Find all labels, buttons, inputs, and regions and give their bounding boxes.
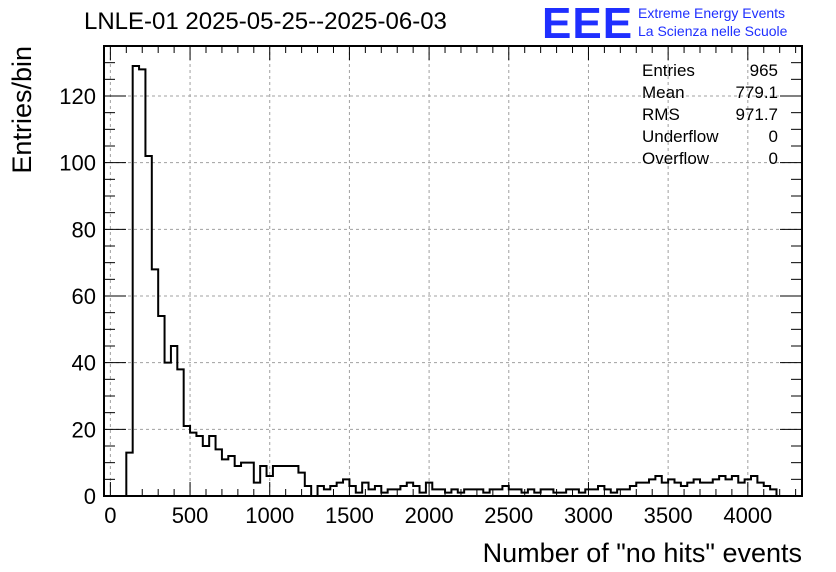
stats-row-entries: Entries 965 [642, 60, 778, 82]
stats-value: 971.7 [735, 105, 778, 124]
stats-box: Entries 965 Mean 779.1 RMS 971.7 Underfl… [642, 60, 778, 170]
logo-caption-line2: La Scienza nelle Scuole [638, 23, 788, 39]
stats-label: RMS [642, 105, 680, 124]
stats-label: Mean [642, 83, 685, 102]
y-tick-label: 80 [72, 217, 96, 242]
logo-caption: Extreme Energy Events La Scienza nelle S… [638, 4, 787, 40]
stats-row-underflow: Underflow 0 [642, 126, 778, 148]
axis-ticks: 0 500 1000 1500 2000 2500 3000 3500 400002040608… [59, 45, 802, 528]
y-tick-label: 60 [72, 284, 96, 309]
x-tick-label: 3000 [564, 503, 613, 528]
eee-logo: EEE [542, 0, 634, 48]
logo-caption-line1: Extreme Energy Events [638, 5, 786, 21]
x-tick-label: 0 [104, 503, 116, 528]
y-tick-label: 0 [84, 484, 96, 509]
plot-frame [103, 45, 803, 497]
stats-value: 0 [768, 149, 778, 168]
y-tick-label: 20 [72, 417, 96, 442]
stats-row-overflow: Overflow 0 [642, 148, 778, 170]
grid-lines [104, 46, 802, 497]
x-tick-label: 3500 [644, 503, 693, 528]
y-axis-label: Entries/bin [7, 46, 37, 174]
stats-value: 0 [768, 127, 778, 146]
x-tick-label: 2000 [405, 503, 454, 528]
stats-value: 965 [749, 61, 778, 80]
y-tick-label: 120 [59, 84, 96, 109]
stats-label: Underflow [642, 127, 719, 146]
x-axis-label: Number of "no hits" events [483, 538, 802, 568]
stats-label: Overflow [642, 149, 710, 168]
chart-title: LNLE-01 2025-05-25--2025-06-03 [84, 8, 447, 35]
x-tick-label: 4000 [723, 503, 772, 528]
stats-row-rms: RMS 971.7 [642, 104, 778, 126]
x-tick-label: 500 [172, 503, 209, 528]
y-tick-label: 100 [59, 151, 96, 176]
stats-label: Entries [642, 61, 695, 80]
stats-value: 779.1 [735, 83, 778, 102]
x-tick-label: 1000 [245, 503, 294, 528]
y-tick-label: 40 [72, 351, 96, 376]
x-tick-label: 1500 [325, 503, 374, 528]
x-tick-label: 2500 [484, 503, 533, 528]
stats-row-mean: Mean 779.1 [642, 82, 778, 104]
